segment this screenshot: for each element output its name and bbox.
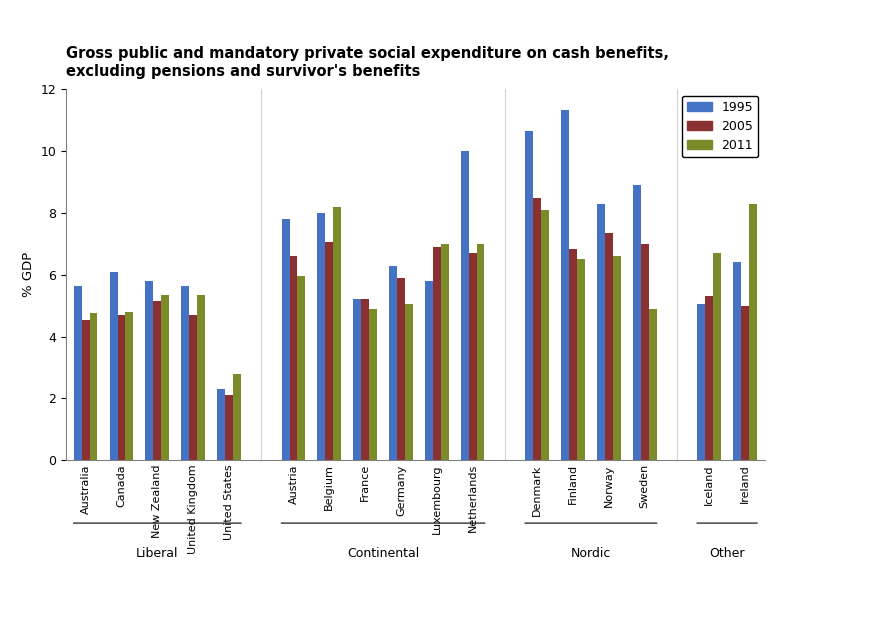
Bar (476, 244, 484, 460)
Bar (460, 151, 468, 460)
Bar (648, 309, 656, 460)
Bar (732, 263, 740, 460)
Bar (748, 204, 756, 460)
Bar (225, 395, 233, 460)
Bar (405, 304, 413, 460)
Bar (533, 197, 541, 460)
Bar (333, 207, 341, 460)
Bar (90, 313, 97, 460)
Bar (217, 389, 225, 460)
Bar (181, 286, 189, 460)
Bar (153, 301, 161, 460)
Bar (325, 242, 333, 460)
Bar (612, 256, 620, 460)
Bar (118, 315, 126, 460)
Bar (197, 295, 205, 460)
Bar (425, 281, 432, 460)
Bar (596, 204, 604, 460)
Bar (289, 256, 297, 460)
Bar (281, 219, 289, 460)
Bar (560, 109, 568, 460)
Bar (369, 309, 377, 460)
Bar (440, 244, 448, 460)
Bar (353, 300, 361, 460)
Bar (541, 210, 549, 460)
Bar (389, 266, 397, 460)
Text: Liberal: Liberal (136, 547, 178, 560)
Bar (317, 213, 325, 460)
Bar (704, 296, 712, 460)
Bar (233, 374, 241, 460)
Bar (740, 305, 748, 460)
Bar (696, 304, 704, 460)
Bar (161, 295, 169, 460)
Legend: 1995, 2005, 2011: 1995, 2005, 2011 (680, 96, 758, 157)
Bar (632, 185, 640, 460)
Text: Other: Other (709, 547, 744, 560)
Text: Continental: Continental (347, 547, 419, 560)
Bar (361, 300, 369, 460)
Bar (525, 131, 533, 460)
Bar (397, 278, 405, 460)
Text: Nordic: Nordic (570, 547, 610, 560)
Bar (189, 315, 197, 460)
Bar (640, 244, 648, 460)
Bar (712, 253, 720, 460)
Bar (604, 233, 612, 460)
Bar (110, 272, 118, 460)
Bar (146, 281, 153, 460)
Y-axis label: % GDP: % GDP (22, 252, 35, 297)
Text: Gross public and mandatory private social expenditure on cash benefits,
excludin: Gross public and mandatory private socia… (66, 46, 668, 79)
Bar (82, 320, 90, 460)
Bar (432, 247, 440, 460)
Bar (126, 312, 133, 460)
Bar (74, 286, 82, 460)
Bar (568, 249, 576, 460)
Bar (297, 276, 305, 460)
Bar (576, 259, 584, 460)
Bar (468, 253, 476, 460)
